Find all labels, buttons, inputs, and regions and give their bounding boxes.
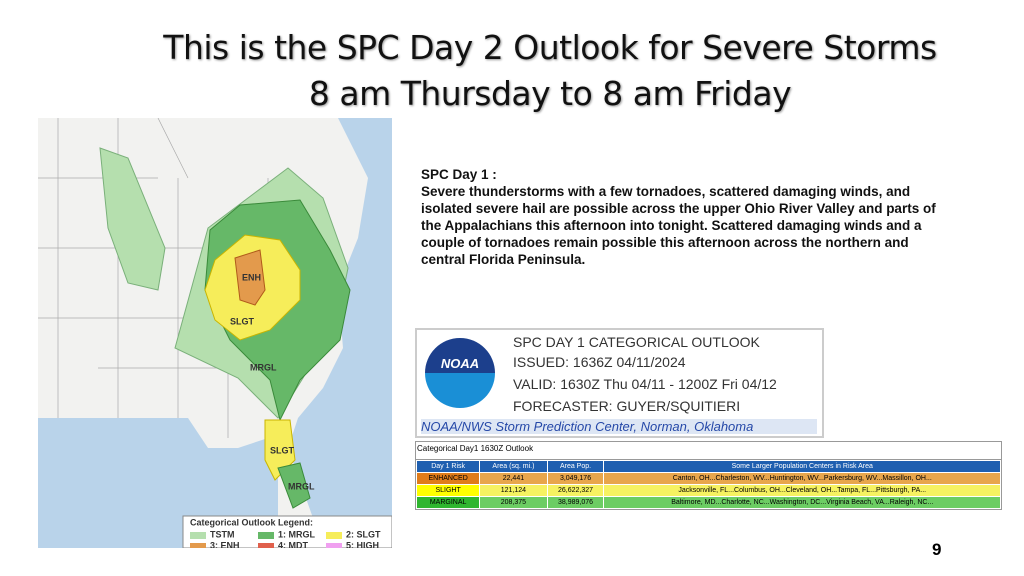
table-row: MARGINAL 208,375 38,989,076 Baltimore, MD..… xyxy=(415,496,1001,509)
noaa-logo: NOAA xyxy=(425,338,495,408)
table-caption: Categorical Day1 1630Z Outlook xyxy=(416,442,1001,460)
area-label: MRGL xyxy=(250,362,277,372)
table-cell: 121,124 xyxy=(479,484,548,497)
banner-line: VALID: 1630Z Thu 04/11 - 1200Z Fri 04/12 xyxy=(513,376,777,392)
table-cell: 38,989,076 xyxy=(546,496,605,509)
header-row: Day 1 Risk Area (sq. mi.) Area Pop. Some La… xyxy=(415,460,1001,473)
table: Day 1 Risk Area (sq. mi.) Area Pop. Some La… xyxy=(415,460,1001,509)
legend-label: TSTM xyxy=(210,529,235,539)
area-label: SLGT xyxy=(270,445,295,455)
banner-line: ISSUED: 1636Z 04/11/2024 xyxy=(513,354,686,370)
table-cell: 26,622,327 xyxy=(546,484,605,497)
summary: SPC Day 1 : Severe thunderstorms with a … xyxy=(421,166,941,268)
header-cell: Area (sq. mi.) xyxy=(479,460,548,473)
area-label: ENH xyxy=(242,272,261,282)
legend-title: Categorical Outlook Legend: xyxy=(190,517,313,527)
banner-line: SPC DAY 1 CATEGORICAL OUTLOOK xyxy=(513,334,760,350)
mrgl-area xyxy=(277,462,311,509)
risk-table: Categorical Day1 1630Z Outlook Day 1 Ris… xyxy=(415,441,1002,510)
legend-label: 1: MRGL xyxy=(278,529,316,539)
table-row: SLIGHT 121,124 26,622,327 Jacksonville, FL.… xyxy=(415,484,1001,497)
table-cell: 22,441 xyxy=(479,472,548,485)
legend-swatch xyxy=(326,543,342,548)
area-label: SLGT xyxy=(230,316,255,326)
legend-label: 2: SLGT xyxy=(346,529,381,539)
table-cell: Jacksonville, FL...Columbus, OH...Clevel… xyxy=(603,484,1001,497)
title-line: 8 am Thursday to 8 am Friday xyxy=(308,74,792,113)
ocean xyxy=(288,118,392,548)
table-cell: ENHANCED xyxy=(415,472,481,485)
table-cell: 208,375 xyxy=(479,496,548,509)
legend-swatch xyxy=(258,543,274,548)
legend-label: 3: ENH xyxy=(210,540,240,548)
legend-label: 5: HIGH xyxy=(346,540,379,548)
tstm-area xyxy=(99,147,166,291)
legend-swatch xyxy=(190,532,206,539)
legend-swatch xyxy=(190,543,206,548)
table-cell: Canton, OH...Charleston, WV...Huntington… xyxy=(603,472,1001,485)
outlook-map: ENH SLGT MRGL SLGT MRGL Categorical Outl… xyxy=(38,118,392,548)
header-cell: Some Larger Population Centers in Risk A… xyxy=(603,460,1001,473)
header-cell: Area Pop. xyxy=(546,460,605,473)
legend-items: TSTM 1: MRGL 2: SLGT 3: ENH 4: MDT 5: HIGH xyxy=(190,529,381,548)
legend-label: 4: MDT xyxy=(278,540,308,548)
legend-swatch xyxy=(326,532,342,539)
legend-swatch xyxy=(258,532,274,539)
area-label: MRGL xyxy=(288,481,315,491)
table-cell: SLIGHT xyxy=(415,484,481,497)
table-cell: Baltimore, MD...Charlotte, NC...Washingt… xyxy=(603,496,1001,509)
enh-area xyxy=(234,249,266,306)
summary-heading: SPC Day 1 : xyxy=(421,167,497,182)
legend-box xyxy=(182,515,392,548)
table-cell: 3,049,176 xyxy=(546,472,605,485)
summary-text: Severe thunderstorms with a few tornadoe… xyxy=(421,184,936,267)
outlook-banner: NOAA SPC DAY 1 CATEGORICAL OUTLOOK ISSUE… xyxy=(415,328,824,438)
title-line: This is the SPC Day 2 Outlook for Severe… xyxy=(163,28,937,67)
banner-footer: NOAA/NWS Storm Prediction Center, Norman… xyxy=(421,419,817,434)
page-number: 9 xyxy=(932,540,942,559)
header-cell: Day 1 Risk xyxy=(415,460,481,473)
table-cell: MARGINAL xyxy=(415,496,481,509)
banner-line: FORECASTER: GUYER/SQUITIERI xyxy=(513,398,741,414)
table-row: ENHANCED 22,441 3,049,176 Canton, OH...Char… xyxy=(415,472,1001,485)
